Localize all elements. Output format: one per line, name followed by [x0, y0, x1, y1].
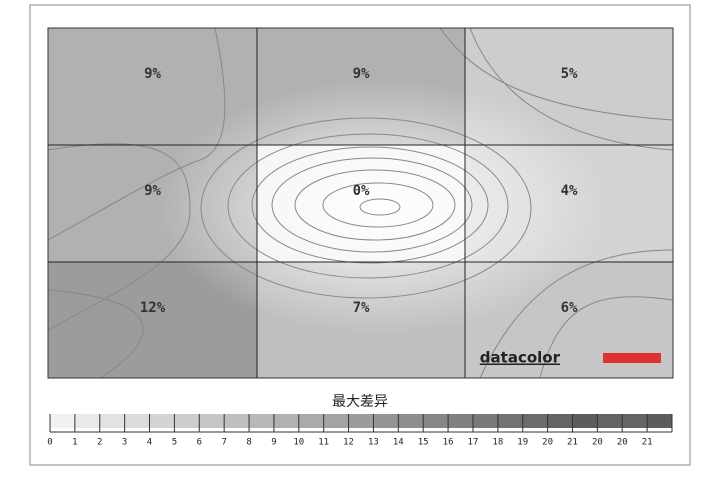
cell-label: 0% — [353, 183, 370, 199]
scale-label: 6 — [197, 438, 202, 448]
cell-label: 12% — [140, 300, 166, 316]
scale-swatch — [597, 414, 623, 428]
scale-swatch — [497, 414, 523, 428]
scale-swatch — [124, 414, 150, 428]
scale-label: 18 — [492, 438, 503, 448]
cell-label: 6% — [561, 300, 578, 316]
scale-label: 1 — [72, 438, 77, 448]
scale-label: 10 — [293, 438, 304, 448]
scale-swatch — [348, 414, 374, 428]
cell-label: 9% — [144, 183, 161, 199]
scale-swatch — [50, 414, 75, 428]
cell-label: 4% — [561, 183, 578, 199]
contours — [48, 28, 673, 378]
scale-swatch — [547, 414, 573, 428]
scale-swatch — [199, 414, 225, 428]
scale-label: 9 — [271, 438, 276, 448]
cell-label: 9% — [353, 66, 370, 82]
scale-label: 3 — [122, 438, 127, 448]
scale-swatch — [572, 414, 598, 428]
scale-swatch — [522, 414, 548, 428]
scale-label: 20 — [592, 438, 603, 448]
scale-swatch — [323, 414, 349, 428]
scale-swatch — [448, 414, 473, 428]
scale-label: 14 — [393, 438, 404, 448]
scale-swatch — [298, 414, 324, 428]
scale-label: 4 — [147, 438, 152, 448]
scale-label: 7 — [221, 438, 226, 448]
plot-border — [47, 27, 674, 379]
scale-label: 17 — [468, 438, 479, 448]
scale-swatch — [622, 414, 648, 428]
legend-title: 最大差异 — [332, 394, 388, 410]
scale-label: 19 — [517, 438, 528, 448]
scale-swatch — [224, 414, 250, 428]
scale-swatch — [472, 414, 498, 428]
scale-label: 21 — [642, 438, 653, 448]
scale-label: 11 — [318, 438, 329, 448]
scale: 0 1 2 3 4 5 6 7 8 9 10 11 12 13 14 15 16 17 18 19 20 21 20 20 21 — [47, 414, 673, 448]
brand-bar — [603, 353, 661, 363]
scale-swatch — [249, 414, 274, 428]
scale-label: 15 — [418, 438, 429, 448]
cell-label: 5% — [561, 66, 578, 82]
scale-label: 8 — [246, 438, 251, 448]
scale-swatch — [647, 414, 672, 428]
scale-swatch — [149, 414, 175, 428]
scale-swatch — [174, 414, 200, 428]
scale-label: 20 — [617, 438, 628, 448]
scale-label: 21 — [567, 438, 578, 448]
scale-swatch — [273, 414, 299, 428]
scale-swatch — [373, 414, 399, 428]
cell-label: 9% — [144, 66, 161, 82]
scale-swatch — [398, 414, 424, 428]
brand: datacolor — [480, 349, 561, 367]
scale-label: 20 — [542, 438, 553, 448]
scale-label: 5 — [172, 438, 177, 448]
scale-label: 12 — [343, 438, 354, 448]
scale-swatch — [74, 414, 100, 428]
scale-label: 2 — [97, 438, 102, 448]
scale-swatch — [99, 414, 125, 428]
scale-swatch — [423, 414, 449, 428]
cell-label: 7% — [353, 300, 370, 316]
scale-label: 0 — [47, 438, 52, 448]
scale-label: 16 — [443, 438, 454, 448]
scale-label: 13 — [368, 438, 379, 448]
